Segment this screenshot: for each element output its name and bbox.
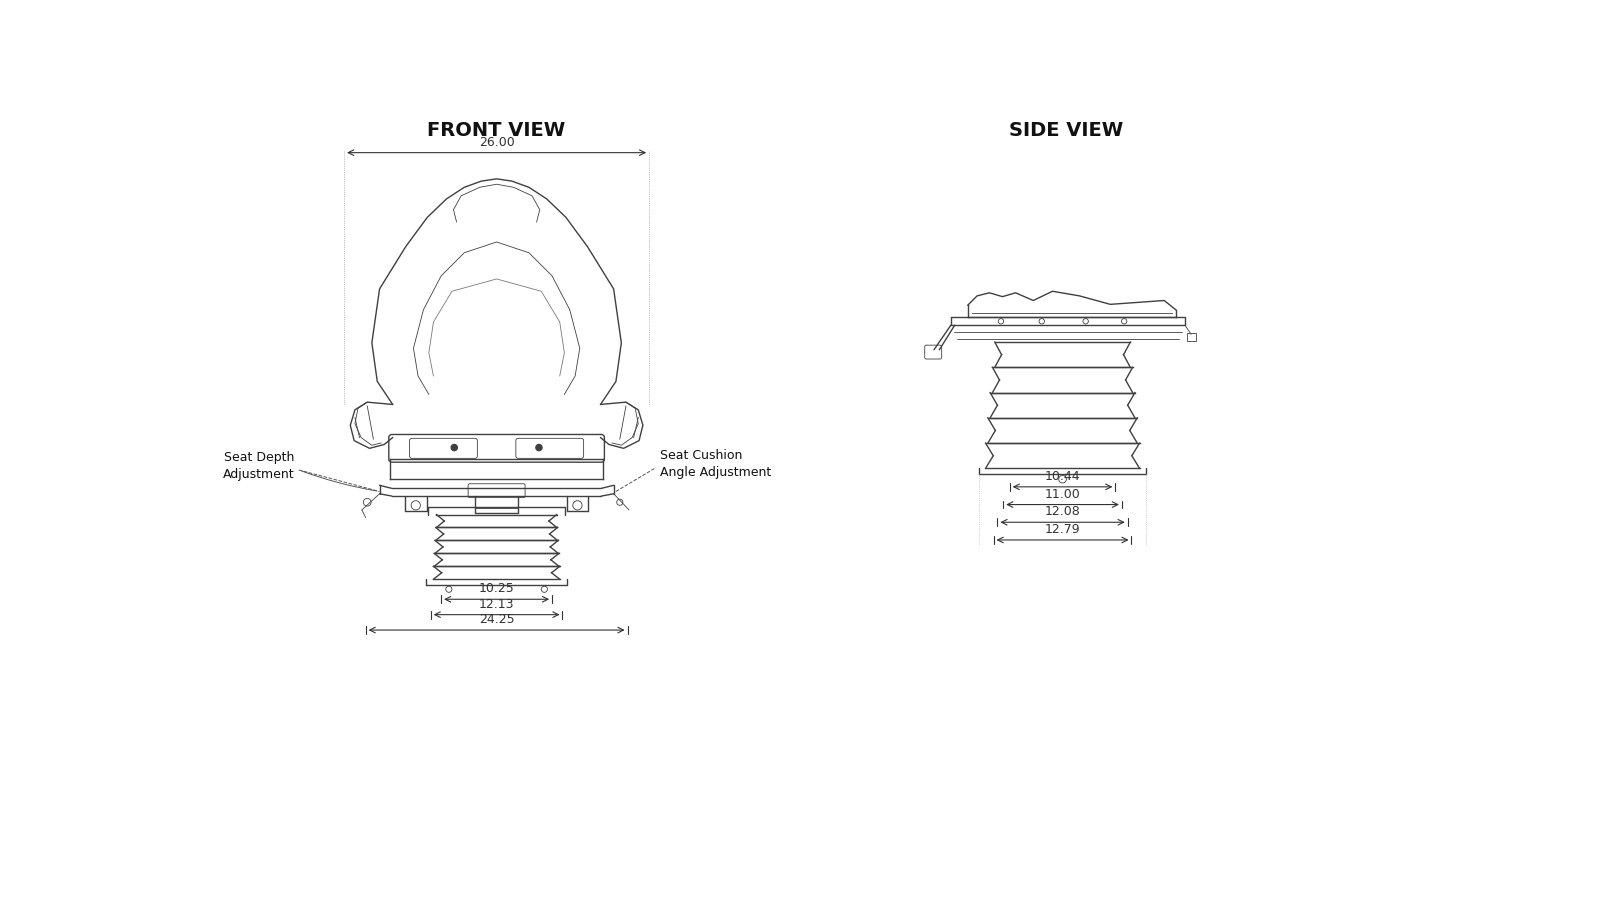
Text: SIDE VIEW: SIDE VIEW <box>1010 122 1123 140</box>
Text: 10.25: 10.25 <box>478 582 515 596</box>
Bar <box>1187 333 1195 340</box>
Text: 24.25: 24.25 <box>478 613 515 626</box>
Text: 26.00: 26.00 <box>478 136 515 149</box>
Text: Seat Cushion
Angle Adjustment: Seat Cushion Angle Adjustment <box>659 449 771 479</box>
Text: 12.79: 12.79 <box>1045 523 1080 536</box>
Text: 12.13: 12.13 <box>478 598 514 611</box>
Circle shape <box>451 445 458 451</box>
Text: 12.08: 12.08 <box>1045 506 1080 518</box>
Text: 10.44: 10.44 <box>1045 470 1080 483</box>
Circle shape <box>536 445 542 451</box>
Text: Seat Depth
Adjustment: Seat Depth Adjustment <box>224 451 294 481</box>
Text: FRONT VIEW: FRONT VIEW <box>427 122 566 140</box>
Text: 11.00: 11.00 <box>1045 488 1080 500</box>
